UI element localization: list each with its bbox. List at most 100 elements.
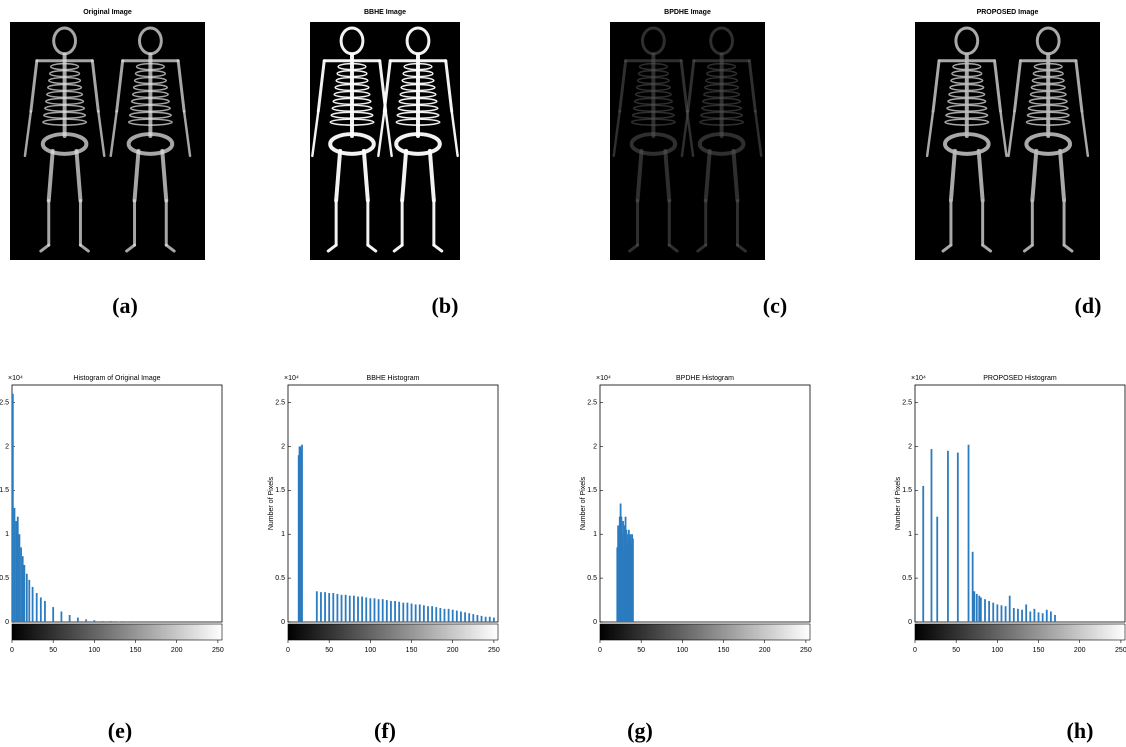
bone bbox=[976, 148, 985, 203]
bone bbox=[74, 148, 83, 203]
bar bbox=[20, 547, 22, 622]
rib bbox=[946, 104, 988, 113]
bar bbox=[1054, 614, 1056, 622]
bar bbox=[947, 450, 949, 622]
bone bbox=[747, 59, 757, 113]
bone bbox=[164, 243, 176, 253]
rib bbox=[132, 83, 168, 92]
y-tick-label: 0 bbox=[908, 619, 912, 626]
x-tick-label: 50 bbox=[637, 647, 645, 654]
bar bbox=[1025, 604, 1028, 622]
bar bbox=[361, 596, 364, 622]
bone bbox=[90, 59, 100, 113]
rib bbox=[47, 83, 83, 92]
bar bbox=[344, 594, 347, 622]
colorbar bbox=[11, 623, 223, 641]
chart-title: BPDHE Histogram bbox=[676, 375, 734, 382]
bone bbox=[981, 243, 993, 253]
bar bbox=[488, 616, 491, 622]
bar bbox=[301, 444, 303, 622]
x-tick-label: 200 bbox=[1074, 647, 1086, 654]
bar bbox=[44, 600, 46, 622]
bar bbox=[460, 611, 462, 622]
pelvis bbox=[126, 132, 175, 156]
y-tick-label: 1.5 bbox=[275, 487, 285, 494]
y-tick-label: 0.5 bbox=[275, 575, 285, 582]
bar bbox=[967, 444, 970, 622]
bone bbox=[432, 243, 444, 253]
rib bbox=[632, 104, 674, 113]
bone bbox=[696, 243, 708, 253]
bar bbox=[984, 599, 986, 622]
rib bbox=[332, 97, 372, 106]
bone bbox=[182, 110, 192, 158]
rib bbox=[129, 104, 171, 113]
y-tick-label: 1 bbox=[281, 531, 285, 538]
x-tick-label: 250 bbox=[488, 647, 500, 654]
x-tick-label: 0 bbox=[286, 647, 290, 654]
rib bbox=[400, 83, 436, 92]
x-tick-label: 200 bbox=[171, 647, 183, 654]
caption: (d) bbox=[1075, 293, 1102, 318]
bone bbox=[1062, 243, 1074, 253]
rib bbox=[948, 90, 986, 99]
bar bbox=[320, 592, 322, 622]
rib bbox=[706, 62, 737, 71]
bar bbox=[348, 595, 351, 622]
bar bbox=[1004, 606, 1007, 622]
image-title: BBHE Image bbox=[364, 9, 406, 16]
pelvis bbox=[1024, 132, 1072, 156]
bone bbox=[703, 148, 712, 203]
bar bbox=[31, 586, 34, 622]
bar bbox=[1021, 609, 1023, 622]
bone bbox=[1013, 59, 1022, 113]
bar bbox=[447, 608, 450, 622]
image-background bbox=[915, 22, 1100, 260]
x-tick-label: 50 bbox=[325, 647, 333, 654]
y-tick-label: 0.5 bbox=[902, 575, 912, 582]
bone bbox=[176, 59, 186, 113]
bar bbox=[406, 602, 409, 622]
rib bbox=[1031, 76, 1065, 85]
image bbox=[10, 22, 205, 260]
bar bbox=[402, 602, 405, 622]
rib bbox=[134, 69, 167, 78]
bar bbox=[476, 614, 479, 622]
bar bbox=[324, 592, 326, 622]
bone bbox=[450, 110, 459, 158]
bar bbox=[101, 621, 104, 622]
bone bbox=[679, 59, 689, 113]
bone bbox=[125, 243, 137, 253]
bar bbox=[996, 604, 999, 622]
y-tick-label: 1.5 bbox=[0, 487, 9, 494]
x-tick-label: 50 bbox=[49, 647, 57, 654]
bone bbox=[628, 243, 640, 253]
bar bbox=[39, 597, 42, 622]
rib bbox=[44, 104, 86, 113]
rib bbox=[403, 62, 433, 71]
rib bbox=[702, 97, 742, 106]
bone bbox=[377, 110, 386, 158]
bone bbox=[635, 148, 644, 203]
x-tick-label: 200 bbox=[447, 647, 459, 654]
bar bbox=[13, 507, 16, 622]
bar bbox=[431, 606, 434, 622]
rib bbox=[636, 76, 671, 85]
y-tick-label: 2 bbox=[281, 443, 285, 450]
rib bbox=[634, 90, 672, 99]
bar bbox=[455, 610, 458, 622]
bar bbox=[956, 452, 959, 622]
bar bbox=[332, 593, 335, 622]
y-tick-label: 1 bbox=[5, 531, 9, 538]
bone bbox=[948, 148, 957, 203]
image bbox=[310, 22, 460, 260]
rib bbox=[952, 62, 982, 71]
image-title: PROPOSED Image bbox=[977, 9, 1039, 16]
bar bbox=[936, 516, 939, 622]
plot-area bbox=[11, 384, 223, 623]
bar bbox=[418, 604, 421, 622]
rib bbox=[397, 104, 439, 113]
pelvis bbox=[629, 132, 678, 156]
rib bbox=[335, 76, 369, 85]
bar bbox=[468, 613, 471, 622]
